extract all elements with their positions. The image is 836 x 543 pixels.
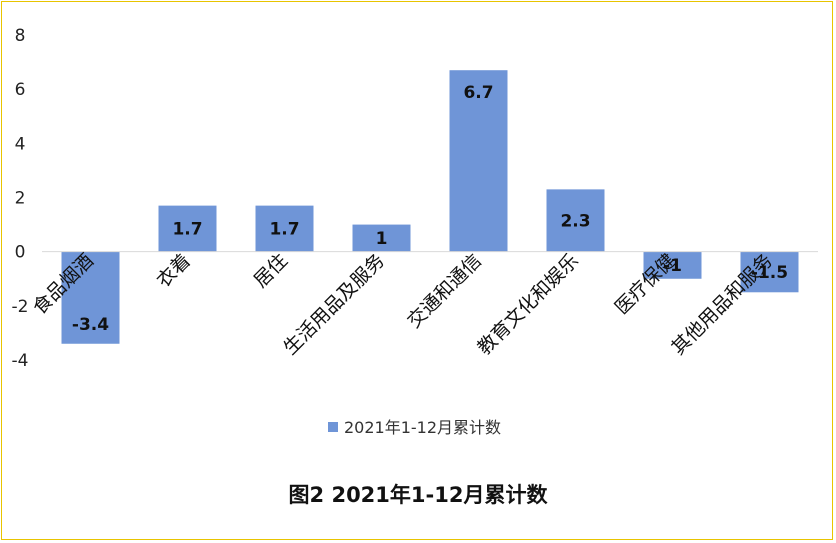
category-label: 生活用品及服务 bbox=[279, 250, 389, 360]
y-tick-label: 4 bbox=[15, 134, 26, 154]
bar bbox=[546, 189, 605, 252]
bar bbox=[255, 205, 314, 252]
data-label: 1 bbox=[376, 229, 388, 249]
data-label: -1 bbox=[663, 256, 682, 276]
chart-title: 图2 2021年1-12月累计数 bbox=[289, 483, 549, 507]
y-tick-label: 8 bbox=[15, 26, 26, 46]
data-label: -1.5 bbox=[751, 263, 788, 283]
data-label: 6.7 bbox=[463, 83, 493, 103]
category-label: 交通和通信 bbox=[403, 250, 486, 333]
category-label: 居住 bbox=[250, 250, 292, 292]
bar bbox=[352, 224, 411, 252]
category-label: 衣着 bbox=[153, 250, 195, 292]
bar bbox=[643, 251, 702, 279]
data-label: -3.4 bbox=[72, 315, 109, 335]
bar bbox=[449, 70, 508, 252]
y-tick-label: 6 bbox=[15, 80, 26, 100]
legend-swatch bbox=[328, 422, 338, 432]
legend-label: 2021年1-12月累计数 bbox=[344, 418, 501, 437]
legend: 2021年1-12月累计数 bbox=[328, 418, 501, 437]
y-tick-label: -4 bbox=[12, 351, 29, 371]
category-label: 教育文化和娱乐 bbox=[473, 250, 583, 360]
data-label: 2.3 bbox=[560, 212, 590, 232]
y-tick-label: 2 bbox=[15, 189, 26, 209]
data-label: 1.7 bbox=[269, 220, 299, 240]
bar bbox=[158, 205, 217, 252]
data-label: 1.7 bbox=[172, 220, 202, 240]
bar bbox=[61, 251, 120, 344]
y-tick-label: 0 bbox=[15, 243, 26, 263]
y-tick-label: -2 bbox=[12, 297, 29, 317]
bar bbox=[740, 251, 799, 293]
